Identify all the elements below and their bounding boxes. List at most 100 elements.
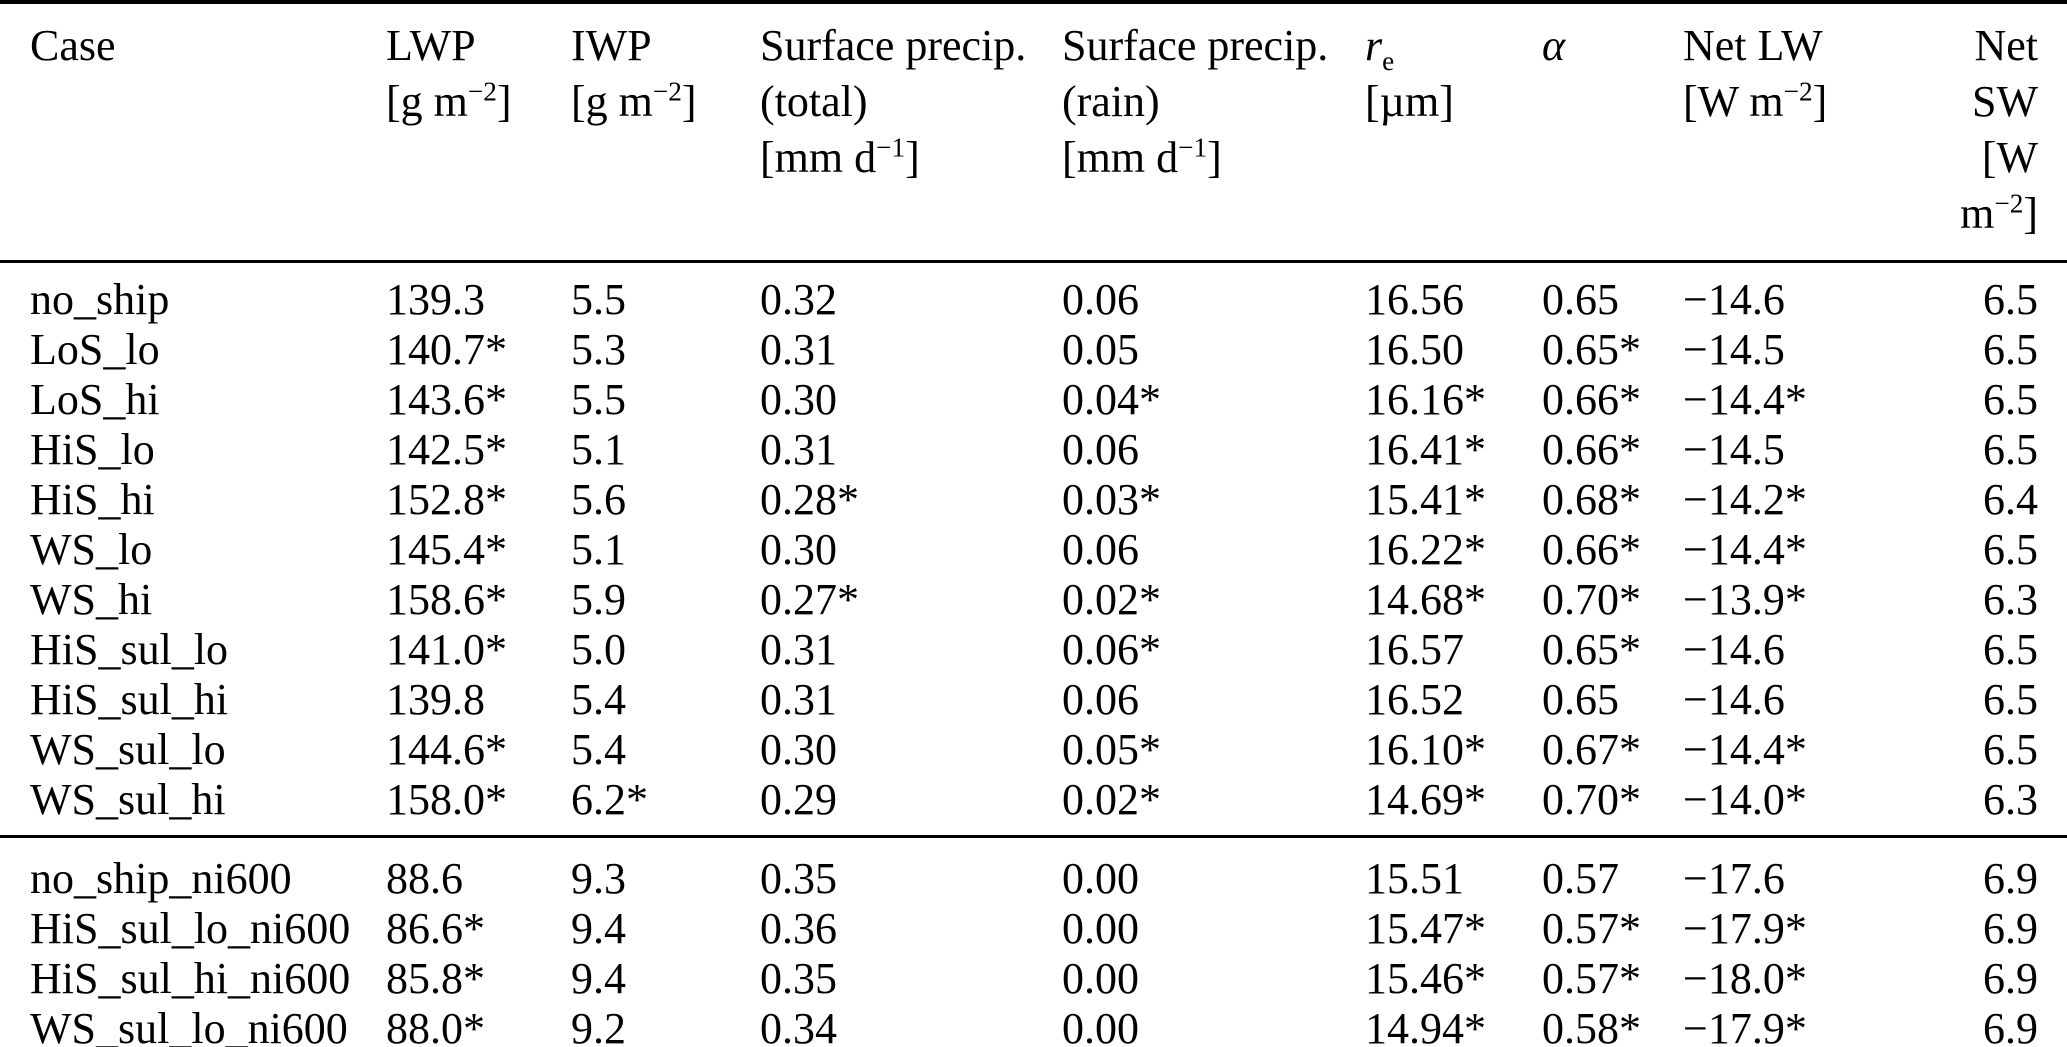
table-row: WS_lo 145.4* 5.1 0.30 0.06 16.22* 0.66* −14.4* 6… (0, 525, 2067, 575)
col-header-precip-total: Surface precip. (total) [mm d−1] (760, 2, 1062, 263)
table-row: LoS_lo 140.7* 5.3 0.31 0.05 16.50 0.65* −14.5 6.… (0, 325, 2067, 375)
table-cell-net_sw: 6.5 (1983, 625, 2038, 674)
table-row: no_ship_ni600 88.6 9.3 0.35 0.00 15.51 0.57 −17… (0, 835, 2067, 904)
table-cell-net_sw: 6.5 (1983, 275, 2038, 324)
table-cell-alpha: 0.66* (1542, 525, 1641, 574)
col-label: α (1542, 21, 1566, 70)
table-cell-net_sw: 6.9 (1983, 904, 2038, 953)
table-cell-case: HiS_hi (30, 475, 155, 524)
table-row: WS_sul_hi 158.0* 6.2* 0.29 0.02* 14.69* 0.70* −… (0, 775, 2067, 837)
table-cell-net_sw: 6.9 (1910, 835, 2067, 904)
table-cell-precip_rain: 0.05* (1062, 725, 1161, 774)
table-cell-iwp: 5.3 (571, 325, 626, 374)
table-cell-net_lw: −14.4* (1683, 725, 1807, 774)
table-cell-precip_rain: 0.02* (1062, 775, 1161, 824)
table-cell-re: 16.50 (1365, 325, 1464, 374)
table-cell-re: 16.22* (1365, 525, 1486, 574)
table-cell-precip_total: 0.35 (760, 835, 1062, 904)
table-cell-re: 16.41* (1365, 425, 1486, 474)
table-cell-precip_total: 0.31 (760, 425, 837, 474)
table-cell-net_sw: 6.5 (1983, 425, 2038, 474)
table-cell-alpha: 0.57 (1542, 835, 1683, 904)
table-cell-net_lw: −14.5 (1683, 425, 1785, 474)
table-cell-case: WS_sul_lo (30, 725, 226, 774)
table-cell-alpha: 0.58* (1542, 1004, 1641, 1047)
table-cell-lwp: 88.0* (386, 1004, 485, 1047)
table-cell-iwp: 9.4 (571, 904, 626, 953)
table-cell-lwp: 85.8* (386, 954, 485, 1003)
table-cell-net_lw: −17.6 (1683, 835, 1910, 904)
table-cell-lwp: 139.3 (386, 275, 485, 324)
table-cell-lwp: 139.8 (386, 675, 485, 724)
table-cell-case: HiS_sul_lo_ni600 (30, 904, 351, 953)
table-cell-alpha: 0.65* (1542, 625, 1641, 674)
table-cell-precip_rain: 0.06 (1062, 675, 1139, 724)
table-cell-iwp: 5.5 (571, 275, 626, 324)
unit-exponent: −1 (1178, 132, 1208, 163)
unit-exponent: −2 (467, 76, 497, 107)
table-row: HiS_sul_lo_ni600 86.6* 9.4 0.36 0.00 15.47* 0.… (0, 904, 2067, 954)
col-unit: [mm d−1] (760, 132, 920, 182)
col-header-net-sw: Net SW [W m−2] (1910, 2, 2067, 263)
table-cell-net_lw: −14.4* (1683, 375, 1807, 424)
table-cell-net_lw: −14.0* (1683, 775, 1807, 824)
table-cell-re: 16.16* (1365, 375, 1486, 424)
table-cell-net_sw: 6.5 (1983, 675, 2038, 724)
table-cell-precip_total: 0.28* (760, 475, 859, 524)
table-cell-net_lw: −14.2* (1683, 475, 1807, 524)
table-cell-lwp: 142.5* (386, 425, 507, 474)
col-label: Surface precip. (760, 21, 1027, 70)
table-section-main: no_ship 139.3 5.5 0.32 0.06 16.56 0.65 −14.6 6.5… (0, 262, 2067, 837)
table-cell-precip_rain: 0.00 (1062, 835, 1365, 904)
col-sublabel: (total) (760, 77, 868, 126)
table-cell-net_lw: −14.5 (1683, 325, 1785, 374)
col-label: re (1365, 21, 1395, 76)
table-cell-iwp: 5.1 (571, 525, 626, 574)
table-cell-precip_total: 0.31 (760, 625, 837, 674)
table-cell-precip_rain: 0.03* (1062, 475, 1161, 524)
table-cell-alpha: 0.65* (1542, 325, 1641, 374)
table-cell-net_sw: 6.3 (1983, 575, 2038, 624)
col-label: Net SW (1972, 21, 2038, 126)
table-cell-precip_total: 0.32 (760, 275, 837, 324)
col-label: LWP (386, 21, 476, 70)
table-cell-lwp: 144.6* (386, 725, 507, 774)
table-cell-precip_total: 0.31 (760, 325, 837, 374)
col-label: Surface precip. (1062, 21, 1329, 70)
table-cell-iwp: 9.2 (571, 1004, 626, 1047)
table-row: WS_hi 158.6* 5.9 0.27* 0.02* 14.68* 0.70* −13.9… (0, 575, 2067, 625)
unit-exponent: −2 (652, 76, 682, 107)
table-cell-re: 14.68* (1365, 575, 1486, 624)
table-row: HiS_lo 142.5* 5.1 0.31 0.06 16.41* 0.66* −14.5 6… (0, 425, 2067, 475)
col-header-iwp: IWP [g m−2] (571, 2, 760, 263)
col-label: IWP (571, 21, 652, 70)
table-header: Case LWP [g m−2] IWP [g m−2] Surface pre… (0, 2, 2067, 263)
col-unit: [mm d−1] (1062, 132, 1222, 182)
table-cell-iwp: 5.1 (571, 425, 626, 474)
table-cell-re: 14.94* (1365, 1004, 1486, 1047)
col-label: Case (30, 21, 116, 70)
table-cell-alpha: 0.65 (1542, 675, 1619, 724)
table-row: HiS_sul_hi_ni600 85.8* 9.4 0.35 0.00 15.46* 0.… (0, 954, 2067, 1004)
table-cell-precip_total: 0.30 (760, 375, 837, 424)
header-row: Case LWP [g m−2] IWP [g m−2] Surface pre… (0, 2, 2067, 263)
table-cell-case: HiS_sul_hi_ni600 (30, 954, 351, 1003)
table-cell-precip_rain: 0.05 (1062, 325, 1139, 374)
table-row: HiS_sul_lo 141.0* 5.0 0.31 0.06* 16.57 0.65* −1… (0, 625, 2067, 675)
table-cell-case: no_ship (30, 275, 170, 324)
table-cell-lwp: 152.8* (386, 475, 507, 524)
table-cell-re: 15.41* (1365, 475, 1486, 524)
col-header-precip-rain: Surface precip. (rain) [mm d−1] (1062, 2, 1365, 263)
col-header-case: Case (0, 2, 386, 263)
col-label: Net LW (1683, 21, 1823, 70)
table-cell-case: HiS_sul_hi (30, 675, 229, 724)
table-cell-net_sw: 6.9 (1983, 954, 2038, 1003)
table-cell-lwp: 141.0* (386, 625, 507, 674)
col-unit: [µm] (1365, 77, 1454, 126)
table-cell-re: 15.47* (1365, 904, 1486, 953)
table-cell-lwp: 140.7* (386, 325, 507, 374)
table-cell-net_sw: 6.9 (1983, 1004, 2038, 1047)
table-cell-precip_total: 0.36 (760, 904, 837, 953)
table-cell-alpha: 0.70* (1542, 775, 1641, 824)
